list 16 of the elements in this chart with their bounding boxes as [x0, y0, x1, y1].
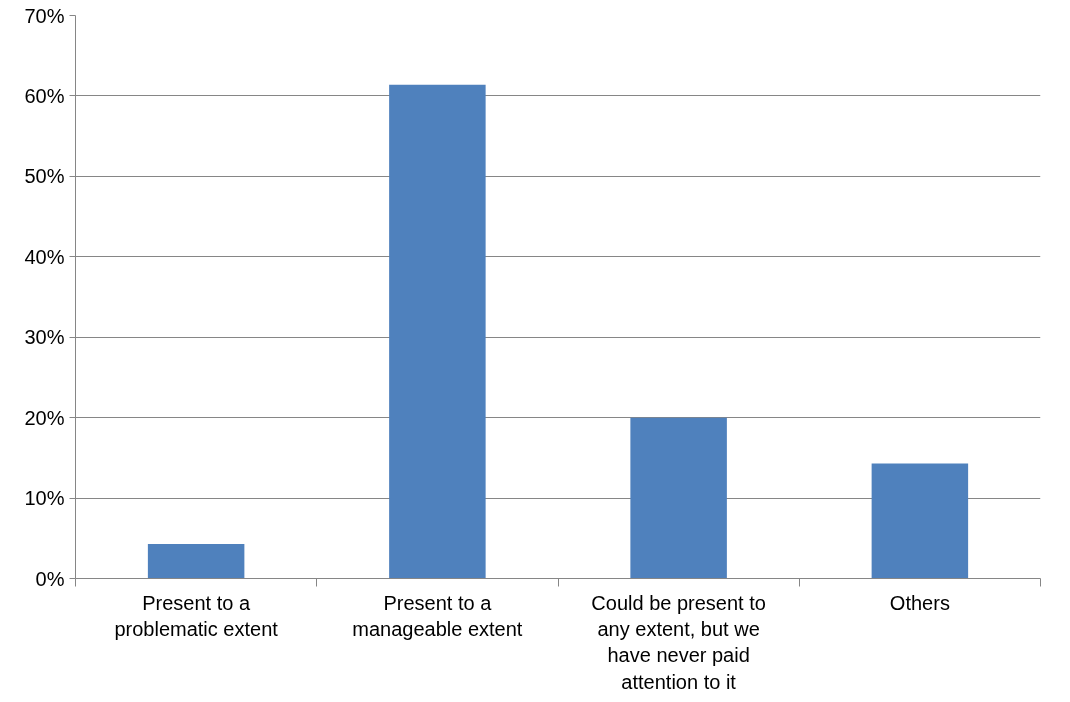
- bar: [630, 417, 727, 579]
- y-tick-label: 10%: [24, 487, 65, 510]
- x-tick-label: Others: [889, 591, 950, 614]
- y-tick-label: 0%: [35, 567, 65, 590]
- x-tick-label: Could be present to any extent, but we have never paid attention to it: [591, 591, 766, 693]
- bar: [871, 463, 969, 579]
- y-tick-label: 40%: [24, 245, 65, 268]
- y-tick-label: 50%: [24, 165, 65, 188]
- x-tick-label: Present to a manageable extent: [352, 591, 523, 640]
- y-tick-label: 60%: [24, 84, 65, 107]
- x-tick-label: Present to a problematic extent: [114, 591, 279, 640]
- y-tick-label: 30%: [24, 326, 65, 349]
- bar: [147, 543, 245, 579]
- bar: [389, 84, 486, 579]
- y-tick-label: 70%: [24, 4, 65, 27]
- y-tick-label: 20%: [24, 406, 65, 429]
